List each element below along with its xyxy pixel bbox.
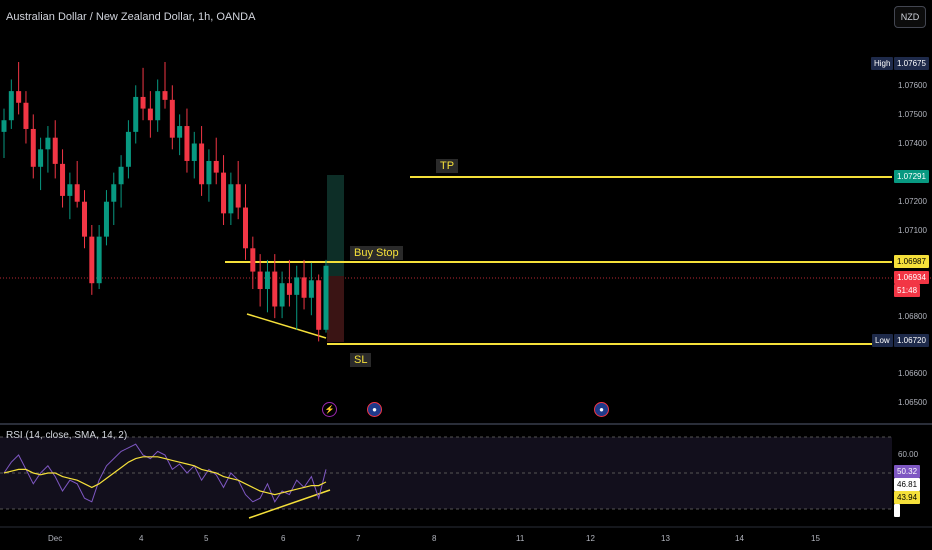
chart-title: Australian Dollar / New Zealand Dollar, …	[6, 11, 256, 23]
candle-body	[45, 137, 51, 150]
candle-body	[82, 201, 87, 237]
candle-body	[206, 160, 212, 185]
candle-body	[213, 160, 219, 173]
candle-body	[8, 91, 14, 121]
price-tick: 1.06500	[898, 398, 927, 407]
price-tick: 1.07200	[898, 197, 927, 206]
price-tick: 1.07400	[898, 139, 927, 148]
rsi-line	[3, 443, 327, 503]
candle-body	[125, 131, 131, 167]
candle-body	[221, 172, 227, 214]
date-tick: 7	[356, 534, 361, 543]
date-tick: 8	[432, 534, 437, 543]
candle-body	[235, 184, 241, 208]
current-price-tag: 1.06934	[894, 271, 929, 284]
candle-body	[243, 207, 248, 249]
candle-body	[1, 120, 7, 132]
price-tick: 1.07500	[898, 110, 927, 119]
date-tick: 14	[735, 534, 744, 543]
low-label-tag: Low	[872, 334, 893, 347]
buy-stop-price-tag: 1.06987	[894, 255, 929, 268]
rsi-trendline[interactable]	[248, 489, 331, 519]
candle-body	[133, 96, 139, 132]
high-label-tag: High	[871, 57, 894, 70]
flag-event-icon[interactable]: ●	[594, 402, 609, 417]
currency-button[interactable]: NZD	[894, 6, 926, 28]
candle-body	[162, 91, 168, 100]
high-price-tag: 1.07675	[894, 57, 929, 70]
date-tick: 5	[204, 534, 209, 543]
price-tick: 1.06800	[898, 312, 927, 321]
candle-body	[38, 149, 44, 167]
candle-body	[301, 277, 307, 298]
rsi-value-tag: 46.81	[894, 478, 921, 491]
candle-body	[257, 271, 263, 290]
rsi-sma-value-tag: 43.94	[894, 491, 921, 504]
sl-annotation[interactable]: SL	[350, 353, 372, 367]
loss-zone[interactable]	[327, 276, 344, 342]
date-tick: 11	[516, 534, 525, 543]
date-tick: Dec	[48, 534, 63, 543]
candle-body	[316, 280, 322, 330]
candle-body	[118, 166, 124, 185]
candle-body	[184, 126, 190, 161]
date-tick: 6	[281, 534, 286, 543]
candle-body	[308, 280, 314, 298]
candle-body	[60, 163, 66, 196]
tp-annotation[interactable]: TP	[436, 159, 459, 173]
candle-body	[140, 96, 146, 109]
rsi-value-tag	[894, 504, 900, 517]
countdown-tag: 51:48	[894, 284, 921, 297]
date-tick: 12	[586, 534, 595, 543]
lightning-event-icon[interactable]: ⚡	[322, 402, 337, 417]
candle-body	[147, 108, 153, 121]
date-tick: 15	[811, 534, 820, 543]
low-price-tag: 1.06720	[894, 334, 929, 347]
price-tick: 1.07600	[898, 81, 927, 90]
price-tick: 1.06600	[898, 369, 927, 378]
date-tick: 13	[661, 534, 670, 543]
support-trendline[interactable]	[246, 313, 327, 339]
candle-body	[323, 265, 329, 330]
candle-body	[169, 99, 175, 138]
rsi-sma-line	[3, 456, 327, 496]
rsi-indicator-title[interactable]: RSI (14, close, SMA, 14, 2)	[6, 430, 128, 441]
candle-body	[155, 91, 161, 121]
rsi-value-tag: 50.32	[894, 465, 921, 478]
flag-event-icon[interactable]: ●	[367, 402, 382, 417]
candle-body	[286, 283, 292, 295]
candle-body	[74, 184, 80, 202]
candle-body	[191, 143, 197, 161]
candle-body	[23, 102, 29, 129]
candle-body	[52, 137, 58, 164]
candle-body	[177, 126, 183, 138]
candle-body	[199, 143, 205, 185]
candle-body	[294, 277, 300, 295]
buy-stop-annotation[interactable]: Buy Stop	[350, 246, 403, 260]
price-tick: 1.07100	[898, 226, 927, 235]
candle-body	[96, 236, 102, 284]
candle-body	[228, 184, 234, 214]
candle-body	[272, 271, 278, 307]
candle-body	[30, 128, 36, 167]
candle-body	[89, 236, 95, 284]
date-tick: 4	[139, 534, 144, 543]
candle-body	[279, 283, 285, 307]
candle-body	[103, 201, 109, 237]
tp-price-tag: 1.07291	[894, 170, 929, 183]
candle-body	[16, 91, 22, 103]
candle-body	[264, 271, 270, 290]
candlestick-series	[1, 62, 329, 342]
candle-body	[67, 184, 73, 196]
candle-body	[111, 184, 117, 202]
rsi-tick: 60.00	[898, 450, 919, 459]
candle-body	[250, 248, 256, 272]
profit-zone[interactable]	[327, 175, 344, 276]
